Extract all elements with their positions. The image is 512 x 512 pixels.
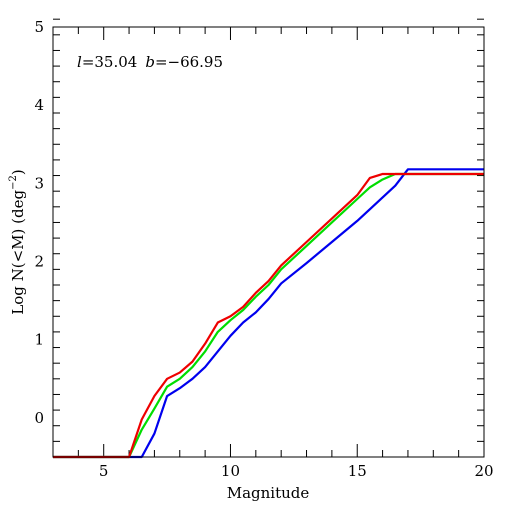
annotation-b-value: =−66.95 [155,53,223,71]
y-tick-label: 5 [34,18,44,36]
tick-labels: 5 10 15 20 0 1 2 3 4 5 [34,18,493,480]
annotation-b-symbol: b [145,53,155,71]
x-axis-label: Magnitude [227,484,310,502]
y-axis-label: Log N(<M) (deg−2) [8,169,27,314]
y-tick-label: 2 [34,253,44,271]
y-tick-label: 0 [34,409,44,427]
x-tick-label: 20 [474,462,493,480]
x-tick-label: 15 [348,462,367,480]
annotation-l-value: =35.04 [82,53,138,71]
y-axis-label-sup: −2 [8,175,19,190]
series-lines [53,168,484,459]
series-line-2 [53,172,484,459]
y-axis-label-main: Log N(<M) (deg [9,190,27,315]
annotation-l-symbol: l [77,53,82,71]
axis-ticks [52,18,485,458]
series-line-1 [53,168,484,459]
y-axis-label-close: ) [9,169,27,175]
y-tick-label: 4 [34,96,44,114]
plot-frame [52,26,485,458]
annotation: l=35.04 b=−66.95 [77,53,223,71]
series-line-3 [53,172,484,459]
x-tick-label: 10 [221,462,240,480]
y-tick-label: 3 [34,174,44,192]
x-tick-label: 5 [99,462,109,480]
y-tick-label: 1 [34,331,44,349]
